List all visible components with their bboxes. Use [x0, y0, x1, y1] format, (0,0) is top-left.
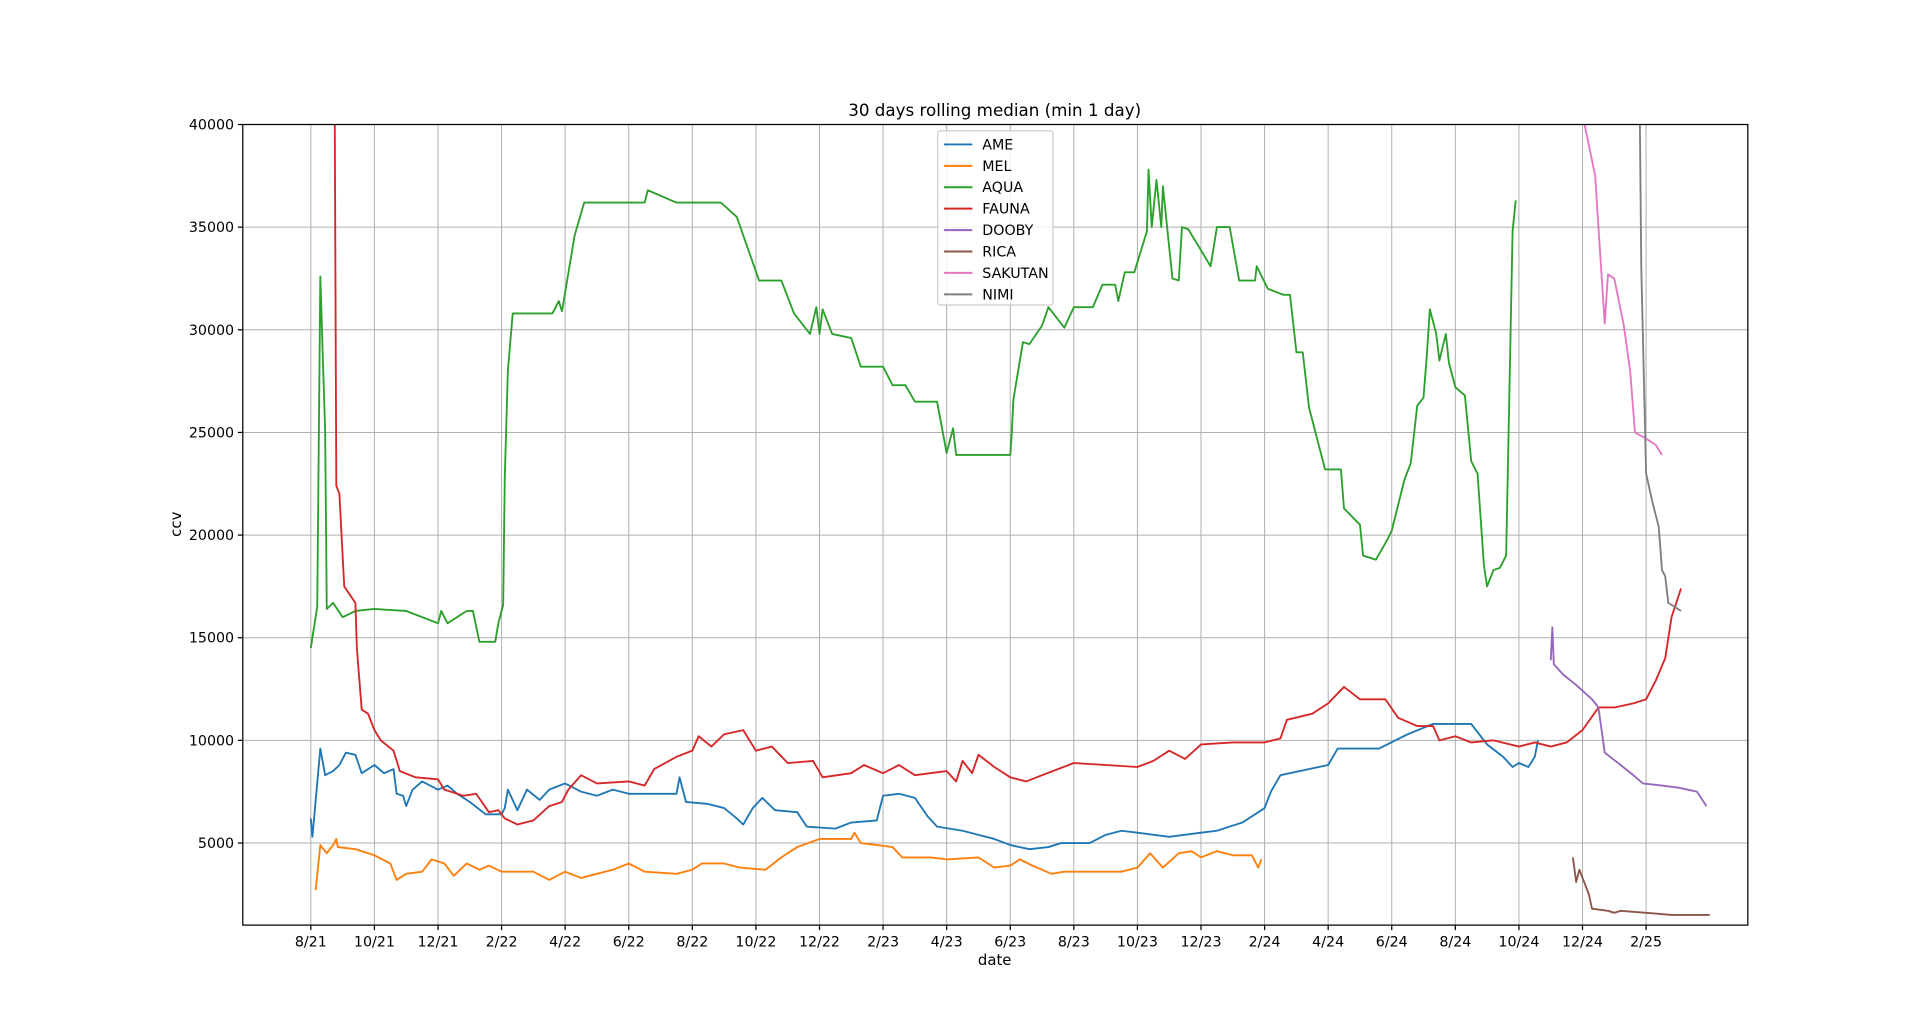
y-tick-label: 30000	[189, 323, 234, 339]
x-tick-label: 4/24	[1312, 934, 1344, 950]
legend-label: RICA	[982, 244, 1016, 260]
x-tick-label: 6/23	[994, 934, 1026, 950]
x-tick-label: 2/24	[1249, 934, 1281, 950]
plot-frame	[242, 123, 1749, 926]
series-line-dooby	[1549, 626, 1708, 807]
x-tick-label: 4/22	[549, 934, 581, 950]
legend-label: DOOBY	[982, 223, 1033, 239]
series-line-nimi	[1638, 124, 1682, 612]
x-tick-label: 6/22	[613, 934, 645, 950]
x-axis-label: date	[978, 951, 1011, 969]
x-tick-label: 12/22	[799, 934, 840, 950]
legend-box	[937, 130, 1054, 306]
y-axis: 5000 10000 15000 20000 25000 30000 35000 40000	[189, 117, 243, 852]
series-lines	[309, 124, 1710, 916]
x-tick-label: 2/25	[1630, 934, 1662, 950]
y-axis-label: ccv	[167, 511, 185, 536]
y-tick-label: 35000	[189, 220, 234, 236]
legend: AME MEL AQUA FAUNA DOOBY RICA SAKUTAN NIMI	[937, 130, 1054, 306]
y-tick-label: 10000	[189, 733, 234, 749]
y-tick-label: 40000	[189, 117, 234, 133]
series-line-aqua	[309, 168, 1517, 649]
x-tick-label: 2/23	[867, 934, 899, 950]
x-tick-label: 10/21	[354, 934, 395, 950]
x-tick-label: 8/21	[295, 934, 327, 950]
series-line-mel	[314, 831, 1263, 891]
legend-label: NIMI	[982, 287, 1013, 303]
x-tick-label: 10/22	[735, 934, 776, 950]
x-tick-label: 6/24	[1376, 934, 1408, 950]
x-tick-label: 10/24	[1498, 934, 1539, 950]
chart-title: 30 days rolling median (min 1 day)	[848, 100, 1141, 120]
x-axis: 8/21 10/21 12/21 2/22 4/22 6/22 8/22 10/22 12/22…	[295, 925, 1662, 950]
x-tick-label: 4/23	[931, 934, 963, 950]
series-line-ame	[309, 722, 1539, 851]
series-line-sakutan	[1583, 124, 1663, 456]
legend-label: AQUA	[982, 180, 1023, 196]
x-tick-label: 2/22	[486, 934, 518, 950]
x-tick-label: 12/21	[417, 934, 458, 950]
series-line-fauna	[333, 124, 1682, 826]
series-line-rica	[1571, 857, 1710, 916]
legend-label: AME	[982, 137, 1013, 153]
x-tick-label: 12/23	[1180, 934, 1221, 950]
y-tick-label: 5000	[198, 836, 234, 852]
x-tick-label: 8/23	[1058, 934, 1090, 950]
y-tick-label: 15000	[189, 631, 234, 647]
y-tick-label: 25000	[189, 425, 234, 441]
x-tick-label: 12/24	[1562, 934, 1603, 950]
y-tick-label: 20000	[189, 528, 234, 544]
x-tick-label: 10/23	[1117, 934, 1158, 950]
x-tick-label: 8/24	[1439, 934, 1471, 950]
x-tick-label: 8/22	[676, 934, 708, 950]
legend-label: FAUNA	[982, 202, 1030, 218]
legend-label: MEL	[982, 159, 1011, 175]
legend-label: SAKUTAN	[982, 266, 1048, 282]
